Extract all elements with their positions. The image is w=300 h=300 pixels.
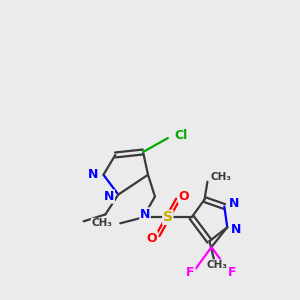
Text: N: N	[88, 168, 98, 181]
Text: CH₃: CH₃	[206, 260, 227, 270]
Text: F: F	[186, 266, 195, 279]
Text: O: O	[178, 190, 189, 203]
Text: O: O	[147, 232, 157, 245]
Text: N: N	[104, 190, 114, 203]
Text: N: N	[140, 208, 150, 221]
Text: N: N	[231, 223, 242, 236]
Text: CH₃: CH₃	[92, 218, 112, 228]
Text: F: F	[228, 266, 236, 279]
Text: Cl: Cl	[175, 129, 188, 142]
Text: N: N	[229, 197, 240, 210]
Text: S: S	[163, 210, 173, 224]
Text: CH₃: CH₃	[210, 172, 231, 182]
